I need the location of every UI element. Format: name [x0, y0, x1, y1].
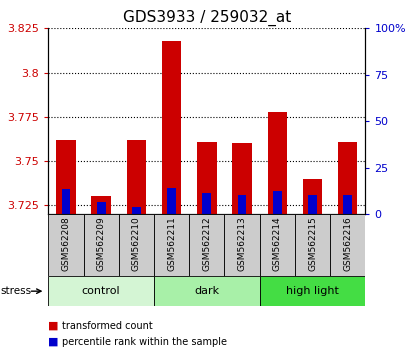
Bar: [232, 143, 252, 214]
Bar: [56, 140, 76, 214]
Title: GDS3933 / 259032_at: GDS3933 / 259032_at: [123, 9, 291, 25]
Bar: [295, 214, 330, 276]
Bar: [344, 195, 352, 214]
Text: control: control: [82, 286, 121, 296]
Text: GSM562208: GSM562208: [61, 217, 71, 271]
Bar: [162, 41, 181, 214]
Bar: [132, 207, 141, 214]
Text: high light: high light: [286, 286, 339, 296]
Bar: [154, 276, 260, 306]
Bar: [308, 195, 317, 214]
Bar: [268, 112, 287, 214]
Bar: [92, 196, 111, 214]
Text: ■: ■: [48, 321, 59, 331]
Bar: [238, 195, 247, 214]
Bar: [48, 276, 154, 306]
Text: GSM562212: GSM562212: [202, 217, 211, 271]
Text: GSM562216: GSM562216: [343, 217, 352, 271]
Bar: [154, 214, 189, 276]
Bar: [127, 140, 146, 214]
Text: stress: stress: [1, 286, 32, 296]
Text: GSM562214: GSM562214: [273, 217, 282, 271]
Bar: [189, 214, 224, 276]
Bar: [61, 189, 70, 214]
Bar: [97, 202, 105, 214]
Text: dark: dark: [194, 286, 219, 296]
Bar: [338, 142, 357, 214]
Text: percentile rank within the sample: percentile rank within the sample: [62, 337, 227, 347]
Bar: [224, 214, 260, 276]
Bar: [84, 214, 119, 276]
Bar: [119, 214, 154, 276]
Bar: [303, 179, 322, 214]
Bar: [260, 276, 365, 306]
Bar: [273, 191, 282, 214]
Text: GSM562210: GSM562210: [132, 217, 141, 271]
Text: ■: ■: [48, 337, 59, 347]
Text: transformed count: transformed count: [62, 321, 153, 331]
Bar: [48, 214, 84, 276]
Bar: [202, 193, 211, 214]
Bar: [330, 214, 365, 276]
Text: GSM562213: GSM562213: [238, 217, 247, 271]
Bar: [167, 188, 176, 214]
Text: GSM562215: GSM562215: [308, 217, 317, 271]
Bar: [197, 142, 217, 214]
Bar: [260, 214, 295, 276]
Text: GSM562211: GSM562211: [167, 217, 176, 271]
Text: GSM562209: GSM562209: [97, 217, 106, 271]
